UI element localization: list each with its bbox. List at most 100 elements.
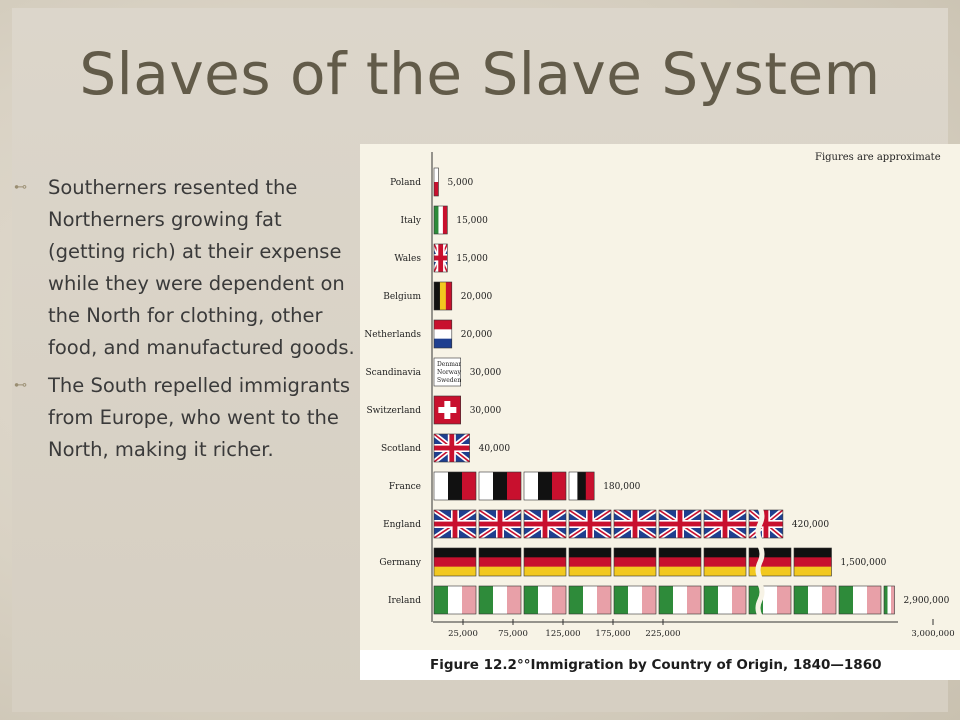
flag-stripe	[442, 206, 448, 234]
flag-england	[434, 510, 476, 538]
flag-germany	[524, 548, 566, 576]
flag-england	[569, 510, 611, 538]
flag-germany	[794, 548, 832, 576]
flag-stripe	[462, 472, 476, 500]
flag-france	[434, 472, 476, 500]
bar-poland	[433, 167, 439, 197]
flag-stripe	[887, 586, 892, 614]
value-label: 2,900,000	[904, 596, 950, 606]
bullet-glyph-icon: ⊷	[14, 180, 27, 195]
flag-border	[478, 471, 522, 501]
flag-border	[748, 585, 792, 615]
x-tick-label: 175,000	[595, 629, 630, 639]
flag-border	[433, 243, 448, 273]
flag-stripe	[493, 472, 508, 500]
axis-break-mark	[755, 544, 765, 580]
flag-stripe	[569, 472, 578, 500]
flag-italy	[434, 206, 448, 234]
bar-belgium	[433, 281, 453, 311]
flag-border	[703, 509, 747, 539]
flag-stripe	[853, 586, 868, 614]
bullet-list: ⊷ Southerners resented the Northerners g…	[12, 172, 357, 472]
flag-stripe	[434, 548, 476, 558]
flag-stripe	[808, 586, 823, 614]
flag-stripe	[569, 557, 611, 567]
immigration-chart: Poland 5,000 Italy 15,000 Wales 15,000 Belgium…	[364, 152, 955, 639]
flag-stripe	[434, 566, 476, 576]
flag-border	[433, 433, 470, 463]
flag-ireland	[659, 586, 701, 614]
flag-england	[659, 510, 701, 538]
flag-stripe	[434, 206, 439, 234]
flag-border	[568, 471, 595, 501]
x-tick-label: 125,000	[545, 629, 580, 639]
flag-cross	[749, 521, 783, 527]
flag-stripe	[794, 557, 832, 567]
bullet-text: Southerners resented the Northerners gro…	[48, 176, 355, 359]
flag-ireland	[524, 586, 566, 614]
flag-cross	[524, 521, 566, 527]
flag-stripe	[732, 586, 746, 614]
flag-cross	[614, 521, 656, 527]
flag-stripe	[628, 586, 643, 614]
flag-germany	[749, 548, 791, 576]
flag-border	[703, 585, 747, 615]
flag-cross	[434, 255, 448, 261]
flag-stripe	[439, 282, 447, 310]
category-label: Poland	[390, 178, 421, 188]
flag-stripe	[822, 586, 836, 614]
category-label: Wales	[394, 254, 421, 264]
flag-england	[524, 510, 566, 538]
flag-cross	[434, 445, 470, 451]
value-label: 20,000	[461, 330, 493, 340]
flag-ireland	[479, 586, 521, 614]
flag-stripe	[614, 586, 629, 614]
category-label: Belgium	[383, 292, 421, 302]
flag-stripe	[434, 182, 439, 196]
value-label: 420,000	[792, 520, 829, 530]
flag-stripe	[507, 586, 521, 614]
flag-field	[434, 358, 461, 386]
flag-stripe	[479, 548, 521, 558]
flag-germany	[659, 548, 701, 576]
flag-france	[524, 472, 566, 500]
flag-stripe	[839, 586, 854, 614]
value-label: 180,000	[603, 482, 640, 492]
flag-stripe	[524, 548, 566, 558]
flag-stripe	[777, 586, 791, 614]
flag-border	[613, 547, 657, 577]
flag-stripe	[524, 472, 539, 500]
flag-stripe	[891, 586, 895, 614]
flag-stripe	[614, 557, 656, 567]
flag-stripe	[687, 586, 701, 614]
flag-stripe	[434, 282, 441, 310]
flag-england	[749, 510, 783, 538]
flag-border	[523, 509, 567, 539]
flag-border	[433, 205, 448, 235]
value-label: 40,000	[479, 444, 511, 454]
bullet-glyph-icon: ⊷	[14, 378, 27, 393]
flag-england	[704, 510, 746, 538]
flag-stripe	[673, 586, 688, 614]
flag-border	[523, 585, 567, 615]
flag-stripe	[718, 586, 733, 614]
flag-border	[433, 167, 439, 197]
flag-stripe	[704, 586, 719, 614]
flag-stripe	[867, 586, 881, 614]
flag-ireland	[614, 586, 656, 614]
flag-stripe	[614, 566, 656, 576]
flag-border	[568, 585, 612, 615]
flag-border	[433, 357, 462, 387]
flag-stripe	[434, 168, 439, 182]
flag-stripe	[749, 548, 791, 558]
flag-ireland	[704, 586, 746, 614]
flag-ireland	[884, 586, 895, 614]
category-label: Italy	[400, 216, 421, 226]
flag-border	[658, 509, 702, 539]
flag-stripe	[524, 566, 566, 576]
x-tick-label: 225,000	[645, 629, 680, 639]
flag-border	[433, 509, 477, 539]
flag-stripe	[642, 586, 656, 614]
flag-france	[479, 472, 521, 500]
